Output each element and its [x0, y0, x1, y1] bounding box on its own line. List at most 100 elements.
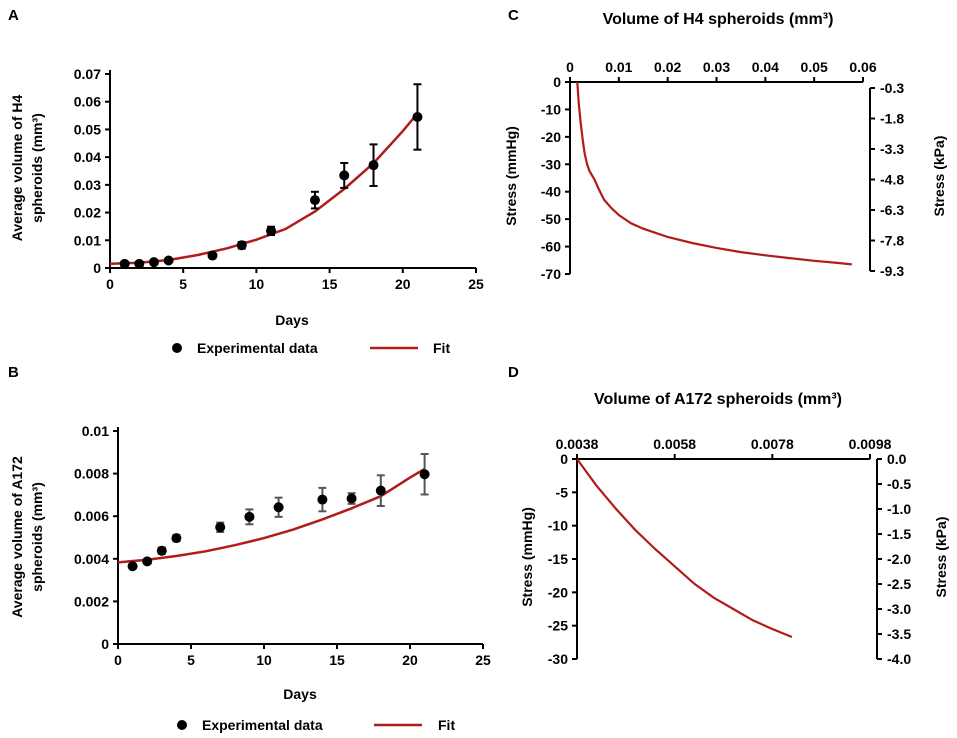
panel-c-y-tick-label-left: -10 [541, 101, 561, 117]
panel-c-x-tick-label: 0.03 [703, 59, 730, 75]
panel-d-y-tick-label-right: -2.0 [887, 551, 911, 567]
panel-c-y-tick-label-left: -20 [541, 129, 561, 145]
panel-a-data-point [309, 195, 320, 206]
panel-a-y-tick-label: 0.02 [74, 205, 101, 221]
panel-a-data-point [266, 225, 277, 236]
panel-d-y-tick-label-left: -20 [548, 584, 568, 600]
panel-c-y-tick-label-left: -60 [541, 239, 561, 255]
panel-c-x-tick-label: 0.05 [801, 59, 828, 75]
panel-c-y-tick-label-right: -1.8 [880, 111, 904, 127]
panel-c-x-tick-label: 0.01 [605, 59, 632, 75]
panel-d-x-tick-label: 0.0098 [849, 436, 892, 452]
panel-b-ylabel-2: spheroids (mm³) [29, 482, 45, 592]
panel-a-x-tick-label: 15 [322, 276, 338, 292]
panel-letter-b: B [8, 364, 19, 381]
panel-a-y-tick-label: 0.06 [74, 94, 101, 110]
panel-b-data-point [156, 545, 167, 556]
panel-d-y-tick-label-right: -3.5 [887, 626, 911, 642]
panel-a-ylabel-2: spheroids (mm³) [29, 113, 45, 223]
panel-d-y-tick-label-left: -10 [548, 518, 568, 534]
panel-b-x-tick-label: 0 [114, 652, 122, 668]
panel-a-data-point [207, 250, 218, 261]
panel-d-x-tick-label: 0.0058 [653, 436, 696, 452]
panel-a-y-tick-label: 0.07 [74, 66, 101, 82]
panel-c-y-tick-label-left: -30 [541, 156, 561, 172]
panel-c-ylabel-right: Stress (kPa) [931, 136, 947, 217]
panel-d-y-tick-label-left: -25 [548, 618, 568, 634]
panel-a-legend-experimental: Experimental data [197, 340, 318, 356]
panel-b-legend-fit: Fit [438, 717, 455, 733]
panel-c-y-tick-label-left: -50 [541, 211, 561, 227]
panel-a-y-tick-label: 0.01 [74, 232, 101, 248]
panel-a-x-tick-label: 5 [179, 276, 187, 292]
panel-c-x-tick-label: 0.04 [752, 59, 779, 75]
panel-a-legend-fit: Fit [433, 340, 450, 356]
panel-letter-a: A [8, 7, 19, 24]
panel-d-x-tick-label: 0.0038 [556, 436, 599, 452]
panel-b-legend-marker [177, 720, 187, 730]
panel-b-y-tick-label: 0.004 [74, 551, 109, 567]
panel-d-y-tick-label-right: -3.0 [887, 601, 911, 617]
panel-a-x-tick-label: 0 [106, 276, 114, 292]
panel-a-legend-marker [172, 343, 182, 353]
panel-d-chart: Volume of A172 spheroids (mm³) Stress (m… [519, 391, 949, 667]
panel-b-legend-experimental: Experimental data [202, 717, 323, 733]
panel-d-y-tick-label-right: -2.5 [887, 576, 911, 592]
panel-d-ylabel-left: Stress (mmHg) [519, 507, 535, 607]
panel-a-data-point [368, 160, 379, 171]
panel-a-data-point [148, 257, 159, 268]
panel-d-stress-curve [576, 458, 793, 639]
panel-b-data-point [171, 533, 182, 544]
panel-d-y-tick-label-left: 0 [560, 451, 568, 467]
panel-b-data-point [127, 561, 138, 572]
panel-b-x-tick-label: 20 [402, 652, 418, 668]
panel-c-ylabel-left: Stress (mmHg) [503, 126, 519, 226]
panel-d-y-tick-label-left: -5 [556, 484, 569, 500]
panel-a-y-tick-label: 0 [93, 260, 101, 276]
panel-c-y-tick-label-right: -0.3 [880, 80, 904, 96]
panel-d-y-tick-label-right: 0.0 [887, 451, 907, 467]
panel-b-y-tick-label: 0.008 [74, 466, 109, 482]
panel-letter-d: D [508, 364, 519, 381]
panel-d-title: Volume of A172 spheroids (mm³) [594, 391, 842, 408]
panel-b-data-point [419, 469, 430, 480]
panel-c-y-tick-label-left: -40 [541, 184, 561, 200]
panel-a-data-point [412, 111, 423, 122]
panel-b-data-point [346, 493, 357, 504]
panel-c-y-tick-label-right: -7.8 [880, 233, 904, 249]
panel-d-y-tick-label-right: -4.0 [887, 651, 911, 667]
panel-c-stress-curve [576, 81, 852, 266]
panel-c-x-tick-label: 0.06 [849, 59, 876, 75]
panel-b-data-point [142, 556, 153, 567]
panel-b-data-point [273, 502, 284, 513]
panel-b-x-tick-label: 15 [329, 652, 345, 668]
panel-d-y-tick-label-right: -0.5 [887, 476, 911, 492]
panel-a-x-tick-label: 25 [468, 276, 484, 292]
panel-c-chart: Volume of H4 spheroids (mm³) Stress (mmH… [503, 11, 947, 282]
panel-b-y-tick-label: 0.002 [74, 593, 109, 609]
panel-c-y-tick-label-right: -3.3 [880, 141, 904, 157]
panel-d-y-tick-label-left: -15 [548, 551, 568, 567]
panel-a-y-tick-label: 0.04 [74, 149, 101, 165]
panel-a-xlabel: Days [275, 312, 309, 328]
panel-b-y-tick-label: 0 [101, 636, 109, 652]
panel-d-y-tick-label-right: -1.5 [887, 526, 911, 542]
panel-b-data-point [215, 522, 226, 533]
panel-a-data-point [163, 255, 174, 266]
panel-c-y-tick-label-right: -9.3 [880, 263, 904, 279]
panel-a-data-point [339, 170, 350, 181]
panel-d-y-tick-label-left: -30 [548, 651, 568, 667]
panel-b-ylabel-1: Average volume of A172 [9, 456, 25, 618]
panel-b-y-tick-label: 0.01 [82, 423, 109, 439]
panel-c-y-tick-label-left: 0 [553, 74, 561, 90]
panel-a-data-point [236, 240, 247, 251]
panel-a-data-point [134, 258, 145, 269]
panel-a-chart: Average volume of H4 spheroids (mm³) Day… [9, 66, 484, 356]
panel-a-data-point [119, 258, 130, 269]
panel-c-y-tick-label-right: -4.8 [880, 172, 904, 188]
panel-a-x-tick-label: 20 [395, 276, 411, 292]
panel-b-data-point [244, 511, 255, 522]
panel-b-data-point [375, 485, 386, 496]
panel-d-x-tick-label: 0.0078 [751, 436, 794, 452]
